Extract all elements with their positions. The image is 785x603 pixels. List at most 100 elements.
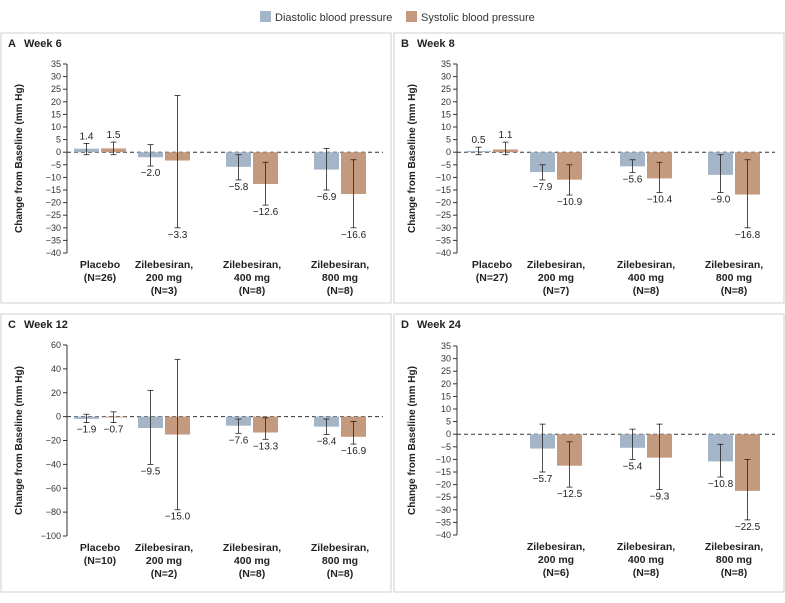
x-tick-label: (N=8) xyxy=(633,285,660,297)
x-tick-label: (N=6) xyxy=(543,567,570,579)
y-tick-label: −30 xyxy=(436,223,451,233)
x-tick-label: 800 mg xyxy=(716,272,752,284)
data-label: −8.4 xyxy=(317,437,337,448)
x-tick-label: (N=8) xyxy=(327,568,354,580)
panel-a: A Week 6 Change from Baseline (mm Hg) −40 −3… xyxy=(0,32,392,304)
y-tick-label: −20 xyxy=(46,198,61,208)
data-label: −5.6 xyxy=(623,174,643,185)
legend-label-systolic: Systolic blood pressure xyxy=(421,12,535,24)
panel-frame xyxy=(0,313,392,593)
x-tick-label: 200 mg xyxy=(146,272,182,284)
y-tick-label: −5 xyxy=(51,160,61,170)
y-tick-label: −15 xyxy=(46,185,61,195)
x-tick-label: (N=2) xyxy=(151,568,178,580)
x-tick-label: (N=7) xyxy=(543,285,570,297)
y-tick-label: −60 xyxy=(46,483,61,493)
data-label: −16.8 xyxy=(735,230,761,241)
x-tick-label: (N=8) xyxy=(633,567,660,579)
y-tick-label: 60 xyxy=(51,340,61,350)
y-tick-label: −35 xyxy=(436,235,451,245)
y-tick-label: 20 xyxy=(51,388,61,398)
y-tick-label: 15 xyxy=(441,391,451,401)
data-label: −16.9 xyxy=(341,446,367,457)
y-tick-label: 0 xyxy=(446,429,451,439)
y-tick-label: −35 xyxy=(436,517,451,527)
data-label: −10.4 xyxy=(647,195,673,206)
x-tick-label: Zilebesiran, xyxy=(617,541,675,553)
x-tick-label: (N=27) xyxy=(476,272,508,284)
x-tick-label: 200 mg xyxy=(146,555,182,567)
y-tick-label: −10 xyxy=(46,172,61,182)
y-tick-label: −10 xyxy=(436,172,451,182)
bar-diastolic xyxy=(530,152,555,173)
x-tick-label: Placebo xyxy=(472,259,512,271)
y-tick-label: −100 xyxy=(41,531,61,541)
data-label: −3.3 xyxy=(168,230,188,241)
data-label: −12.5 xyxy=(557,489,583,500)
y-tick-label: −5 xyxy=(441,160,451,170)
panel-frame xyxy=(393,313,785,593)
data-label: −5.7 xyxy=(533,474,553,485)
y-tick-label: 20 xyxy=(441,97,451,107)
x-tick-label: Zilebesiran, xyxy=(223,259,281,271)
data-label: 1.5 xyxy=(107,130,121,141)
data-label: −9.5 xyxy=(141,466,161,477)
y-tick-label: 5 xyxy=(446,417,451,427)
legend-swatch-systolic xyxy=(406,11,417,22)
x-tick-label: Placebo xyxy=(80,259,120,271)
legend: Diastolic blood pressure Systolic blood … xyxy=(260,11,535,24)
data-label: −13.3 xyxy=(253,441,279,452)
y-tick-label: −40 xyxy=(436,248,451,258)
data-label: −6.9 xyxy=(317,192,337,203)
x-tick-label: (N=8) xyxy=(239,285,266,297)
panel-letter: A xyxy=(8,38,16,50)
data-label: 0.5 xyxy=(472,135,486,146)
data-label: −0.7 xyxy=(104,425,124,436)
y-tick-label: 20 xyxy=(51,97,61,107)
x-tick-label: Zilebesiran, xyxy=(135,542,193,554)
y-tick-label: −15 xyxy=(436,467,451,477)
y-tick-label: 15 xyxy=(441,109,451,119)
x-tick-label: Zilebesiran, xyxy=(223,542,281,554)
legend-swatch-diastolic xyxy=(260,11,271,22)
x-tick-label: 400 mg xyxy=(628,554,664,566)
y-tick-label: 10 xyxy=(441,404,451,414)
y-tick-label: 35 xyxy=(51,59,61,69)
y-tick-label: 25 xyxy=(441,84,451,94)
y-axis-label: Change from Baseline (mm Hg) xyxy=(407,366,418,515)
data-label: −7.6 xyxy=(229,435,249,446)
panel-d: D Week 24 Change from Baseline (mm Hg) −40 −… xyxy=(393,313,785,593)
y-tick-label: −20 xyxy=(436,480,451,490)
x-tick-label: Zilebesiran, xyxy=(311,542,369,554)
y-tick-label: 5 xyxy=(56,135,61,145)
data-label: −10.8 xyxy=(708,479,734,490)
y-tick-label: −25 xyxy=(436,210,451,220)
y-axis-label: Change from Baseline (mm Hg) xyxy=(407,84,418,233)
x-tick-label: (N=8) xyxy=(721,567,748,579)
y-tick-label: 30 xyxy=(441,72,451,82)
x-tick-label: 800 mg xyxy=(322,272,358,284)
panel-b: B Week 8 Change from Baseline (mm Hg) −40 −3… xyxy=(393,32,785,304)
y-tick-label: 15 xyxy=(51,109,61,119)
y-tick-label: −30 xyxy=(436,505,451,515)
y-tick-label: −30 xyxy=(46,223,61,233)
panel-title: Week 6 xyxy=(24,38,62,50)
y-tick-label: 40 xyxy=(51,364,61,374)
panel-frame xyxy=(393,32,785,304)
y-tick-label: 0 xyxy=(446,147,451,157)
data-label: −7.9 xyxy=(533,182,553,193)
y-axis-label: Change from Baseline (mm Hg) xyxy=(14,84,25,233)
data-label: 1.4 xyxy=(80,131,94,142)
data-label: −2.0 xyxy=(141,168,161,179)
data-label: −16.6 xyxy=(341,230,367,241)
panel-letter: C xyxy=(8,319,16,331)
panel-title: Week 24 xyxy=(417,319,462,331)
y-tick-label: −15 xyxy=(436,185,451,195)
x-tick-label: (N=8) xyxy=(721,285,748,297)
data-label: −10.9 xyxy=(557,197,583,208)
x-tick-label: 400 mg xyxy=(234,555,270,567)
panel-frame xyxy=(0,32,392,304)
y-tick-label: 35 xyxy=(441,59,451,69)
y-tick-label: 25 xyxy=(441,366,451,376)
